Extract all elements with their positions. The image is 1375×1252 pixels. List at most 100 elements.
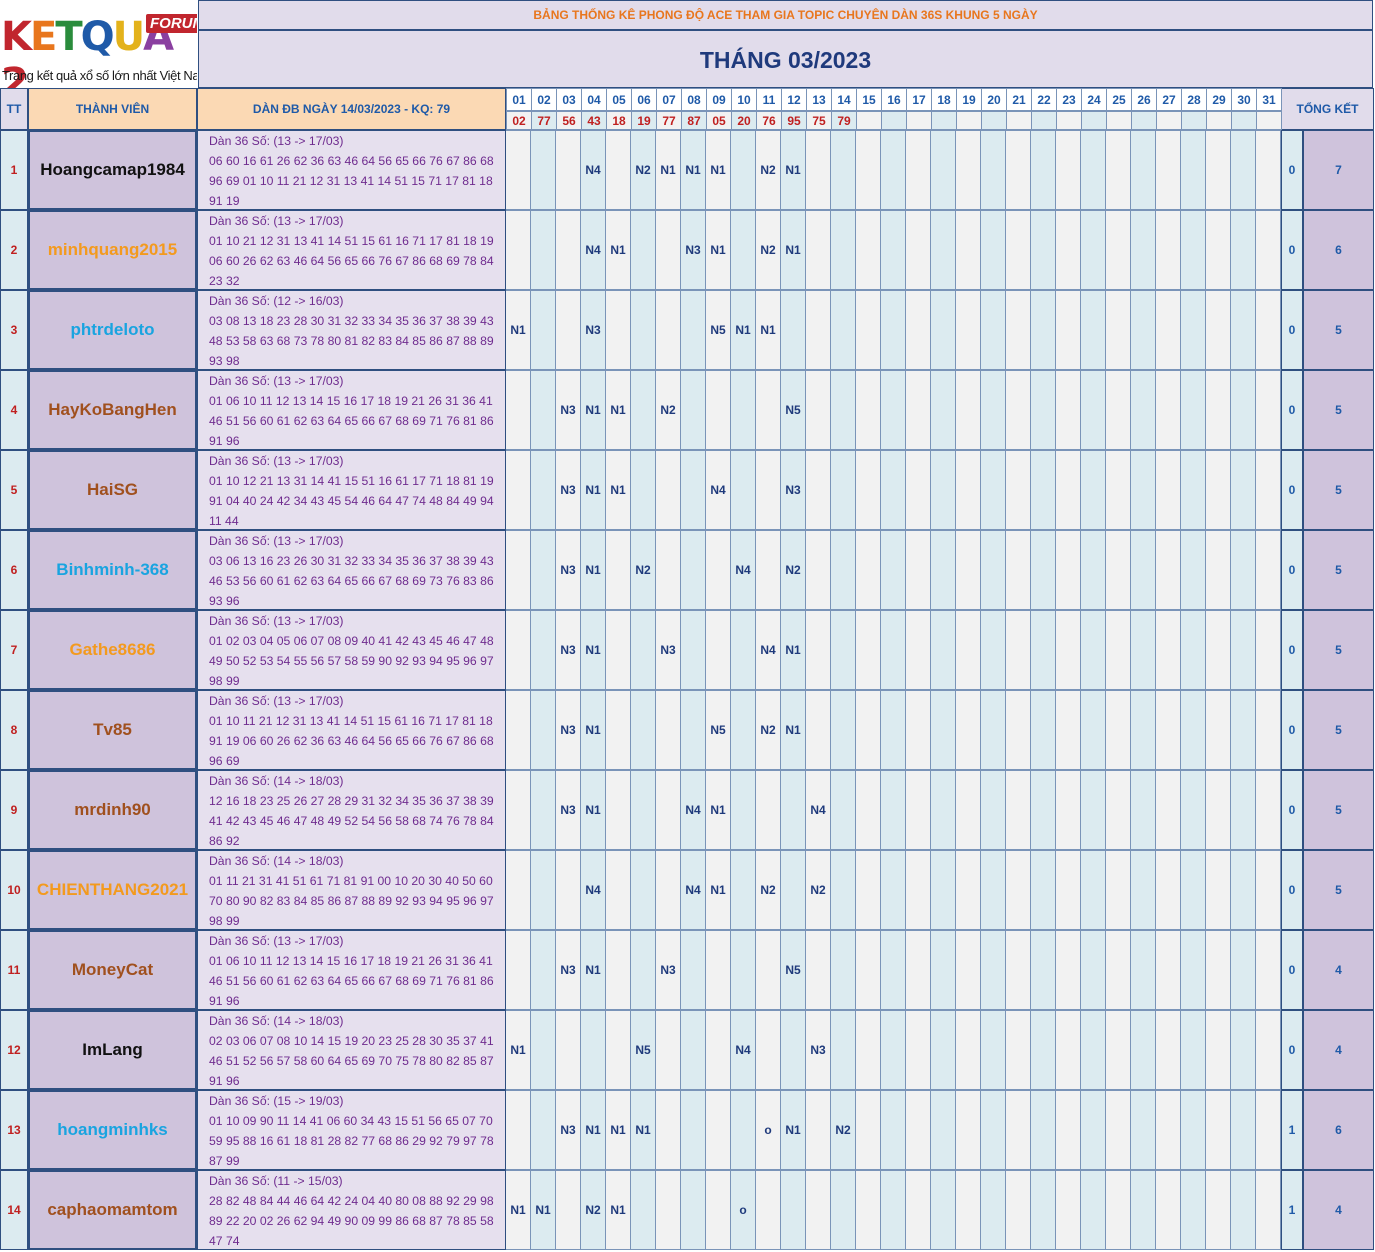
member-name[interactable]: hoangminhks [28,1090,197,1170]
member-name[interactable]: mrdinh90 [28,770,197,850]
day-cell-20 [981,690,1006,770]
dan-heading: Dàn 36 Số: (13 -> 17/03) [209,934,344,948]
day-cell-24 [1081,370,1106,450]
day-cell-26 [1131,210,1156,290]
day-cell-28 [1181,1090,1206,1170]
day-cell-20 [981,1090,1006,1170]
member-name[interactable]: MoneyCat [28,930,197,1010]
member-name[interactable]: Tv85 [28,690,197,770]
dan-line: 23 32 [209,274,240,288]
day-cell-26 [1131,530,1156,610]
day-cell-13: N2 [806,850,831,930]
day-cell-08 [681,450,706,530]
day-cell-01 [506,690,531,770]
day-cell-15 [856,530,881,610]
day-number-24: 24 [1081,88,1107,111]
day-cell-04: N2 [581,1170,606,1250]
day-cell-25 [1106,770,1131,850]
day-cell-09: N1 [706,210,731,290]
day-cell-29 [1206,770,1231,850]
member-name[interactable]: Hoangcamap1984 [28,130,197,210]
day-cell-07: N1 [656,130,681,210]
day-cell-26 [1131,450,1156,530]
day-number-23: 23 [1056,88,1082,111]
dan-line: 89 22 20 02 26 62 94 49 90 09 99 86 68 8… [209,1214,494,1228]
day-cell-20 [981,1010,1006,1090]
member-name[interactable]: phtrdeloto [28,290,197,370]
day-cell-29 [1206,850,1231,930]
day-number-06: 06 [631,88,657,111]
day-cell-05 [606,1010,631,1090]
miss-count: 0 [1281,770,1303,850]
day-cell-13 [806,690,831,770]
member-name[interactable]: Binhminh-368 [28,530,197,610]
day-cell-12: N1 [781,210,806,290]
day-number-01: 01 [506,88,532,111]
dan-line: 98 99 [209,914,240,928]
day-cell-29 [1206,690,1231,770]
day-cell-29 [1206,930,1231,1010]
day-cell-22 [1031,690,1056,770]
day-cell-15 [856,450,881,530]
day-cell-28 [1181,770,1206,850]
member-name[interactable]: minhquang2015 [28,210,197,290]
day-cell-21 [1006,530,1031,610]
dan-line: 96 69 [209,754,240,768]
day-number-16: 16 [881,88,907,111]
member-name[interactable]: caphaomamtom [28,1170,197,1250]
day-cell-24 [1081,1090,1106,1170]
day-cell-21 [1006,690,1031,770]
row-index: 8 [0,690,28,770]
member-name[interactable]: HayKoBangHen [28,370,197,450]
day-cell-31 [1256,1090,1281,1170]
day-cell-14 [831,770,856,850]
day-cell-20 [981,610,1006,690]
total-score: 5 [1303,770,1374,850]
day-cell-13 [806,210,831,290]
day-result-23 [1056,111,1082,130]
day-cell-20 [981,770,1006,850]
day-cell-16 [881,370,906,450]
ketqua2-logo[interactable]: KETQUA2 FORUM Trang kết quả xổ số lớn nh… [0,0,197,88]
day-cell-09 [706,1170,731,1250]
member-name[interactable]: Gathe8686 [28,610,197,690]
day-cell-01: N1 [506,1010,531,1090]
day-cell-20 [981,130,1006,210]
day-cell-12: N1 [781,1090,806,1170]
day-result-06: 19 [631,111,657,130]
member-name[interactable]: CHIENTHANG2021 [28,850,197,930]
row-index: 11 [0,930,28,1010]
day-cell-09 [706,1090,731,1170]
day-cell-27 [1156,930,1181,1010]
day-number-05: 05 [606,88,632,111]
dan-numbers: Dàn 36 Số: (14 -> 18/03) 12 16 18 23 25 2… [197,770,506,850]
day-cell-30 [1231,610,1256,690]
day-cell-20 [981,850,1006,930]
dan-line: 41 42 43 45 46 47 48 49 52 54 56 58 68 7… [209,814,494,828]
logo-letter: 2 [1,60,29,88]
member-name[interactable]: ImLang [28,1010,197,1090]
day-cell-20 [981,450,1006,530]
dan-numbers: Dàn 36 Số: (13 -> 17/03) 01 02 03 04 05 0… [197,610,506,690]
day-result-01: 02 [506,111,532,130]
day-cell-26 [1131,770,1156,850]
day-cell-13 [806,1090,831,1170]
day-cell-22 [1031,1090,1056,1170]
row-index: 13 [0,1090,28,1170]
day-cell-05 [606,690,631,770]
day-cell-09: N5 [706,690,731,770]
member-row: 12 ImLang Dàn 36 Số: (14 -> 18/03) 02 03 06… [0,1010,1375,1090]
member-name[interactable]: HaiSG [28,450,197,530]
day-cell-25 [1106,530,1131,610]
day-cell-07 [656,1010,681,1090]
day-cell-20 [981,530,1006,610]
day-cell-09: N1 [706,130,731,210]
day-cell-04: N1 [581,370,606,450]
day-cell-17 [906,290,931,370]
day-cell-30 [1231,770,1256,850]
day-cell-13 [806,450,831,530]
day-cell-29 [1206,130,1231,210]
day-cell-11 [756,930,781,1010]
day-cell-19 [956,1010,981,1090]
day-cell-25 [1106,850,1131,930]
